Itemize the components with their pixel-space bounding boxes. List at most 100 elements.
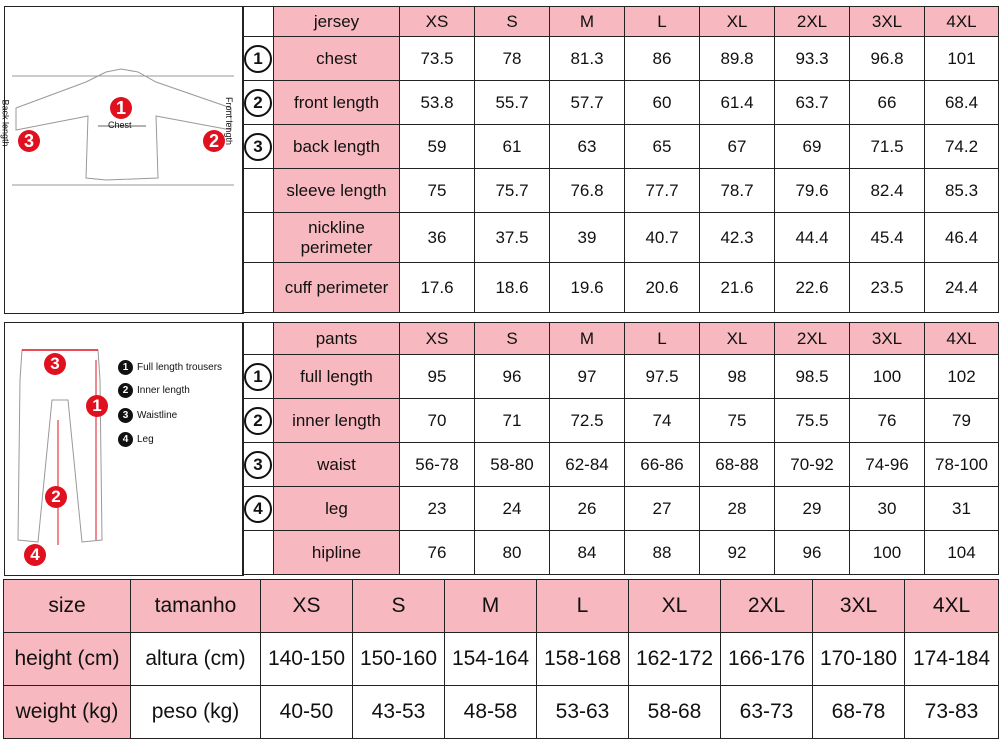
- size-header-cell: XL: [628, 579, 721, 633]
- jersey-value-cell: 96.8: [849, 36, 925, 81]
- pants-row-number-cell: 4: [242, 486, 274, 531]
- pants-value-cell: 97.5: [624, 354, 700, 399]
- pants-value-cell: 78-100: [924, 442, 999, 487]
- pants-value-cell: 72.5: [549, 398, 625, 443]
- jersey-row: cuff perimeter 17.6 18.6 19.6 20.6 21.6 22.6 23…: [242, 262, 999, 313]
- jersey-header-cell: M: [549, 6, 625, 37]
- pants-marker-3: 3: [44, 353, 66, 375]
- jersey-value-cell: 71.5: [849, 124, 925, 169]
- pants-row-number-cell: 3: [242, 442, 274, 487]
- jersey-row: 2 front length 53.8 55.7 57.7 60 61.4 63.7 66 68.…: [242, 80, 999, 125]
- jersey-value-cell: 73.5: [399, 36, 475, 81]
- size-row-label-pt: peso (kg): [130, 685, 261, 739]
- row-number-circle: 1: [244, 362, 272, 391]
- pants-value-cell: 76: [849, 398, 925, 443]
- row-number-circle: 2: [244, 406, 272, 435]
- jersey-header-cell: 4XL: [924, 6, 999, 37]
- jersey-row-number-cell: [242, 168, 274, 213]
- pants-value-cell: 98.5: [774, 354, 850, 399]
- back-length-label: Back length: [0, 99, 11, 147]
- jersey-header-cell: 3XL: [849, 6, 925, 37]
- pants-value-cell: 31: [924, 486, 999, 531]
- jersey-table: jersey XS S M L XL 2XL 3XL 4XL 1 chest 73.…: [242, 6, 999, 313]
- jersey-diagram: [12, 68, 234, 186]
- legend-text: Inner length: [137, 385, 190, 396]
- jersey-value-cell: 78.7: [699, 168, 775, 213]
- jersey-value-cell: 93.3: [774, 36, 850, 81]
- size-value-cell: 166-176: [720, 632, 813, 686]
- pants-row-label: full length: [273, 354, 400, 399]
- size-value-cell: 140-150: [260, 632, 353, 686]
- pants-value-cell: 104: [924, 530, 999, 575]
- row-number-circle: 2: [244, 88, 272, 117]
- jersey-value-cell: 69: [774, 124, 850, 169]
- pants-value-cell: 70: [399, 398, 475, 443]
- size-value-cell: 43-53: [352, 685, 445, 739]
- jersey-value-cell: 19.6: [549, 262, 625, 313]
- pants-value-cell: 92: [699, 530, 775, 575]
- front-length-label: Front length: [224, 96, 235, 146]
- jersey-header-cell: 2XL: [774, 6, 850, 37]
- size-row: height (cm) altura (cm) 140-150 150-160 154-…: [3, 632, 999, 686]
- jersey-value-cell: 60: [624, 80, 700, 125]
- pants-value-cell: 29: [774, 486, 850, 531]
- jersey-corner: [242, 6, 274, 37]
- size-row: weight (kg) peso (kg) 40-50 43-53 48-58 53-63…: [3, 685, 999, 739]
- size-value-cell: 58-68: [628, 685, 721, 739]
- pants-marker-3-text: 3: [50, 354, 60, 373]
- jersey-value-cell: 20.6: [624, 262, 700, 313]
- jersey-row-label: chest: [273, 36, 400, 81]
- pants-value-cell: 70-92: [774, 442, 850, 487]
- jersey-value-cell: 66: [849, 80, 925, 125]
- size-value-cell: 40-50: [260, 685, 353, 739]
- pants-value-cell: 96: [474, 354, 550, 399]
- pants-value-cell: 62-84: [549, 442, 625, 487]
- jersey-value-cell: 24.4: [924, 262, 999, 313]
- jersey-header-row: jersey XS S M L XL 2XL 3XL 4XL: [242, 6, 999, 37]
- jersey-value-cell: 81.3: [549, 36, 625, 81]
- pants-header-cell: S: [474, 322, 550, 355]
- size-row-label-pt: altura (cm): [130, 632, 261, 686]
- size-value-cell: 68-78: [812, 685, 905, 739]
- row-number-circle: 1: [244, 44, 272, 73]
- size-value-cell: 150-160: [352, 632, 445, 686]
- legend-number: 4: [118, 432, 133, 447]
- jersey-marker-2: 2: [203, 130, 225, 152]
- pants-row-label: waist: [273, 442, 400, 487]
- size-value-cell: 154-164: [444, 632, 537, 686]
- legend-item: 3 Waistline: [118, 408, 177, 423]
- jersey-row-number-cell: [242, 212, 274, 263]
- jersey-marker-2-text: 2: [208, 131, 219, 151]
- pants-value-cell: 98: [699, 354, 775, 399]
- jersey-value-cell: 39: [549, 212, 625, 263]
- jersey-value-cell: 67: [699, 124, 775, 169]
- jersey-value-cell: 89.8: [699, 36, 775, 81]
- legend-item: 1 Full length trousers: [118, 360, 222, 375]
- pants-table: pants XS S M L XL 2XL 3XL 4XL 1 full leng…: [242, 322, 999, 575]
- jersey-value-cell: 59: [399, 124, 475, 169]
- pants-marker-4: 4: [24, 544, 46, 566]
- jersey-value-cell: 45.4: [849, 212, 925, 263]
- jersey-row-number-cell: 2: [242, 80, 274, 125]
- pants-row: 2 inner length 70 71 72.5 74 75 75.5 76 79: [242, 398, 999, 443]
- pants-row-label: inner length: [273, 398, 400, 443]
- pants-row-number-cell: [242, 530, 274, 575]
- jersey-row-label: front length: [273, 80, 400, 125]
- size-header-cell: M: [444, 579, 537, 633]
- size-row-label-en: weight (kg): [3, 685, 131, 739]
- pants-value-cell: 80: [474, 530, 550, 575]
- pants-header-cell: 3XL: [849, 322, 925, 355]
- jersey-value-cell: 57.7: [549, 80, 625, 125]
- pants-value-cell: 27: [624, 486, 700, 531]
- jersey-value-cell: 74.2: [924, 124, 999, 169]
- size-value-cell: 73-83: [904, 685, 999, 739]
- size-header-cell: size: [3, 579, 131, 633]
- jersey-value-cell: 55.7: [474, 80, 550, 125]
- jersey-value-cell: 37.5: [474, 212, 550, 263]
- jersey-marker-1: 1: [110, 97, 132, 119]
- pants-value-cell: 56-78: [399, 442, 475, 487]
- jersey-marker-3: 3: [18, 130, 40, 152]
- jersey-header-cell: S: [474, 6, 550, 37]
- pants-marker-4-text: 4: [30, 545, 40, 564]
- size-header-cell: 3XL: [812, 579, 905, 633]
